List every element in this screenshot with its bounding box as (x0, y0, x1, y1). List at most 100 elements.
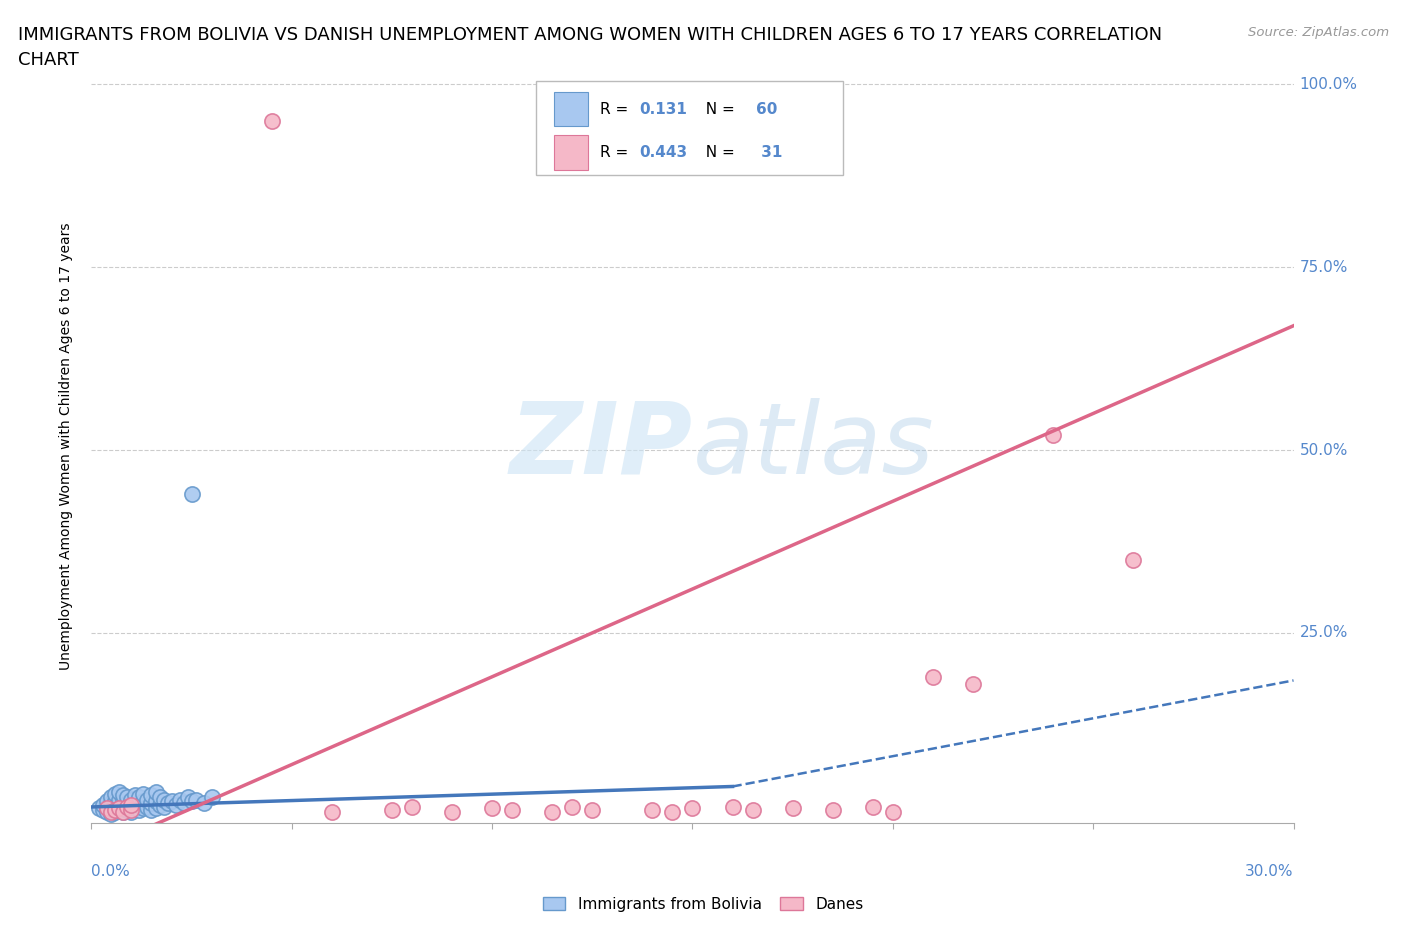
Point (112, 788, 135, 803)
Text: atlas: atlas (692, 398, 934, 495)
Point (440, 804, 463, 819)
Point (169, 792, 191, 807)
Point (89, 801, 111, 816)
Point (108, 797, 131, 812)
Point (124, 801, 146, 816)
Point (128, 790, 150, 804)
Text: 75.0%: 75.0% (1299, 259, 1348, 274)
Point (148, 790, 170, 804)
Bar (554, 92, 588, 126)
Point (124, 795, 146, 810)
Point (145, 801, 167, 816)
Point (104, 787, 127, 802)
Point (117, 790, 139, 804)
Point (501, 803, 523, 817)
Point (184, 792, 207, 807)
Point (160, 793, 183, 808)
Text: N =: N = (696, 145, 740, 160)
Point (128, 797, 150, 812)
Point (581, 803, 603, 817)
Point (112, 800, 135, 815)
Point (124, 788, 146, 803)
Point (136, 800, 159, 815)
Text: CHART: CHART (18, 51, 79, 69)
Point (641, 803, 664, 817)
Point (117, 795, 139, 810)
Point (681, 801, 703, 816)
Text: Source: ZipAtlas.com: Source: ZipAtlas.com (1249, 26, 1389, 39)
Point (180, 793, 202, 808)
Point (193, 795, 215, 810)
Point (145, 793, 167, 808)
Point (100, 790, 122, 804)
Point (721, 800, 744, 815)
Point (481, 801, 503, 816)
Point (381, 803, 404, 817)
Text: 0.0%: 0.0% (91, 865, 131, 880)
Point (136, 792, 159, 807)
Point (121, 804, 143, 819)
Point (156, 795, 179, 810)
Point (93, 803, 115, 817)
Y-axis label: Unemployment Among Women with Children Ages 6 to 17 years: Unemployment Among Women with Children A… (59, 222, 73, 671)
Point (401, 800, 423, 815)
Point (173, 795, 195, 810)
Point (108, 792, 131, 807)
Point (321, 804, 343, 819)
Point (176, 790, 198, 804)
Point (121, 797, 143, 812)
Point (541, 804, 564, 819)
Legend: Immigrants from Bolivia, Danes: Immigrants from Bolivia, Danes (537, 890, 869, 918)
Point (96, 800, 118, 815)
Point (104, 803, 127, 817)
Point (100, 795, 122, 810)
Point (141, 795, 163, 810)
Point (782, 801, 804, 816)
Point (117, 800, 139, 815)
Text: 0.443: 0.443 (640, 145, 688, 160)
Point (112, 804, 135, 819)
Point (96, 801, 118, 816)
Point (1042, 428, 1064, 443)
Point (145, 785, 167, 800)
Point (141, 803, 163, 817)
Text: 0.131: 0.131 (640, 101, 688, 116)
Point (260, 113, 283, 128)
Point (112, 804, 135, 819)
Point (862, 800, 884, 815)
Bar (554, 135, 588, 169)
Text: ZIP: ZIP (509, 398, 692, 495)
Point (922, 670, 945, 684)
Point (112, 793, 135, 808)
Point (1122, 552, 1144, 567)
Point (128, 803, 150, 817)
Point (93, 797, 115, 812)
Point (108, 785, 131, 800)
Text: R =: R = (600, 101, 633, 116)
Point (180, 486, 202, 501)
Text: 31: 31 (756, 145, 783, 160)
Point (741, 803, 763, 817)
Point (152, 800, 174, 815)
Text: N =: N = (696, 101, 740, 116)
Point (962, 677, 984, 692)
Point (117, 803, 139, 817)
Point (104, 800, 127, 815)
Point (882, 804, 904, 819)
Text: 50.0%: 50.0% (1299, 443, 1348, 458)
Point (104, 793, 127, 808)
Point (100, 801, 122, 816)
Point (561, 800, 583, 815)
Point (108, 801, 131, 816)
Point (104, 804, 127, 819)
Point (132, 793, 155, 808)
Point (96, 793, 118, 808)
Text: 30.0%: 30.0% (1246, 865, 1294, 880)
Point (148, 797, 170, 812)
Point (661, 804, 683, 819)
Point (152, 792, 174, 807)
Text: 25.0%: 25.0% (1299, 625, 1348, 641)
Point (96, 804, 118, 819)
Point (121, 797, 143, 812)
Point (201, 790, 224, 804)
